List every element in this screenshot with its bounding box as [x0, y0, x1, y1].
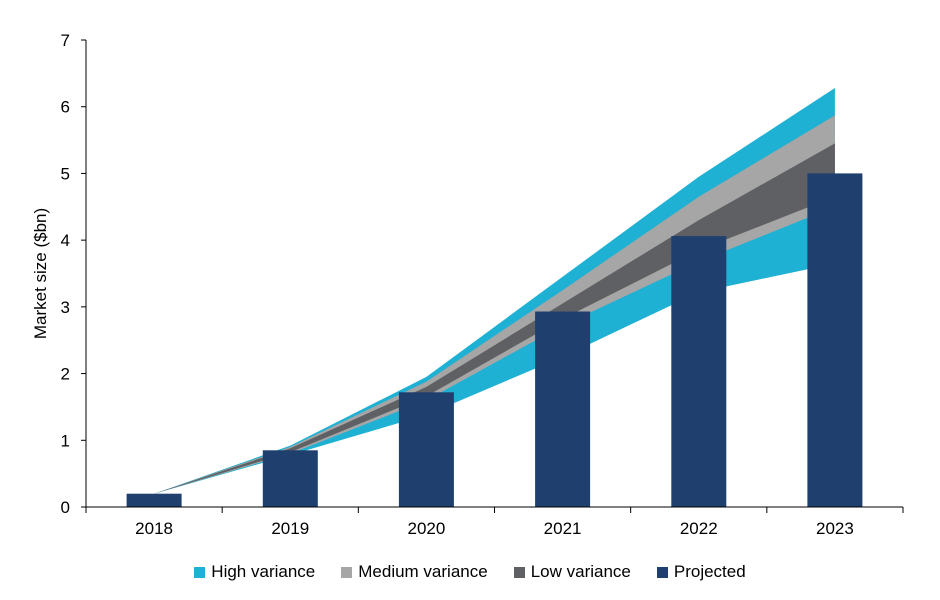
legend-label-low-variance: Low variance	[530, 562, 631, 581]
legend-label-projected: Projected	[673, 562, 746, 581]
y-tick-label: 5	[61, 164, 70, 183]
bar-2018	[126, 493, 182, 507]
legend-item-high-variance: High variance	[194, 562, 315, 582]
y-tick-label: 4	[61, 231, 70, 250]
x-tick-label: 2019	[271, 519, 309, 538]
axes	[81, 39, 904, 513]
legend-label-high-variance: High variance	[211, 562, 316, 581]
y-tick-label: 0	[61, 498, 70, 517]
y-tick-label: 6	[61, 98, 70, 117]
legend-swatch-high-variance	[194, 566, 206, 578]
x-tick-label: 2021	[544, 519, 582, 538]
y-tick-label: 3	[61, 298, 70, 317]
y-axis-title: Market size ($bn)	[31, 208, 50, 339]
legend-swatch-low-variance	[513, 566, 525, 578]
bar-2021	[535, 311, 591, 507]
legend-item-projected: Projected	[656, 562, 746, 582]
legend: High variance Medium variance Low varian…	[0, 562, 940, 582]
band-high-variance	[154, 88, 835, 494]
bar-2019	[262, 450, 318, 507]
legend-item-medium-variance: Medium variance	[341, 562, 488, 582]
y-tick-label: 1	[61, 431, 70, 450]
tick-labels: 0 1 2 3 4 5 6 7 2018 2019 2020 2021 2022 2023	[61, 31, 854, 538]
legend-swatch-medium-variance	[341, 566, 353, 578]
x-tick-label: 2018	[135, 519, 173, 538]
projected-bars	[126, 173, 863, 507]
legend-label-medium-variance: Medium variance	[358, 562, 488, 581]
bar-2020	[398, 392, 454, 507]
y-tick-label: 2	[61, 365, 70, 384]
x-tick-label: 2023	[816, 519, 854, 538]
x-tick-label: 2022	[680, 519, 718, 538]
y-tick-label: 7	[61, 31, 70, 50]
legend-item-low-variance: Low variance	[513, 562, 631, 582]
variance-bands	[154, 88, 835, 494]
legend-swatch-projected	[656, 566, 668, 578]
bar-2022	[671, 236, 727, 507]
x-tick-label: 2020	[408, 519, 446, 538]
chart-canvas: 0 1 2 3 4 5 6 7 2018 2019 2020 2021 2022 2023 Market …	[31, 31, 904, 538]
bar-2023	[807, 173, 863, 507]
